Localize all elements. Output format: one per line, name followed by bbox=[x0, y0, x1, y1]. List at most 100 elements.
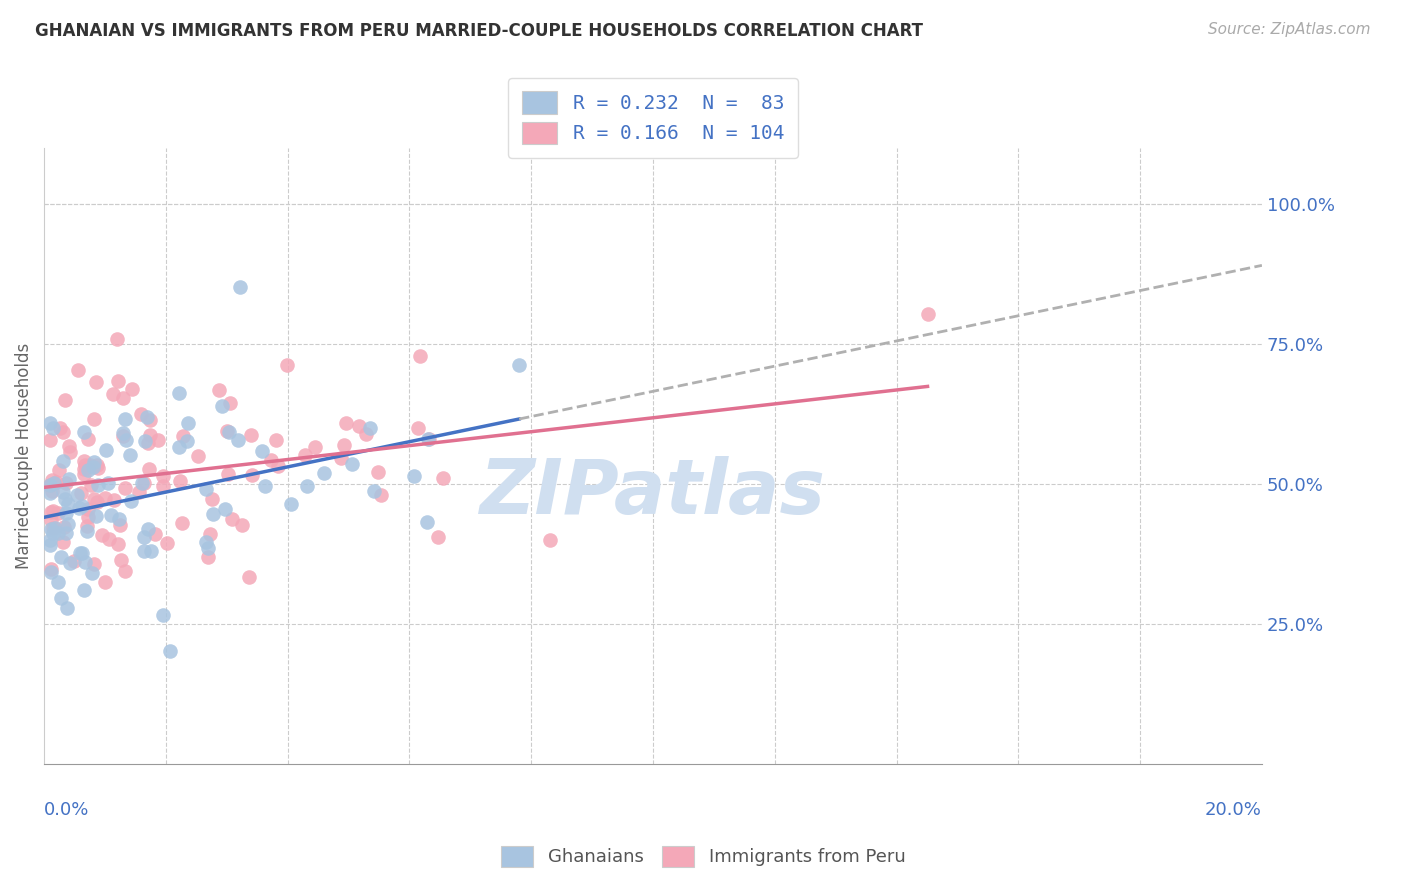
Point bbox=[41, 562, 63, 576]
Point bbox=[45, 475, 67, 489]
Point bbox=[87, 477, 110, 491]
Point bbox=[39, 417, 62, 431]
Point bbox=[143, 527, 166, 541]
Point bbox=[52, 453, 75, 467]
Point bbox=[121, 382, 143, 396]
Point bbox=[538, 533, 561, 547]
Point bbox=[82, 460, 104, 475]
Point bbox=[77, 502, 100, 516]
Point bbox=[112, 428, 135, 442]
Point bbox=[105, 332, 128, 346]
Text: Source: ZipAtlas.com: Source: ZipAtlas.com bbox=[1208, 22, 1371, 37]
Point bbox=[94, 575, 117, 590]
Point bbox=[114, 564, 136, 578]
Point bbox=[406, 421, 429, 435]
Point bbox=[240, 468, 263, 483]
Point bbox=[416, 433, 439, 447]
Point bbox=[39, 533, 62, 548]
Point bbox=[219, 396, 242, 410]
Point bbox=[159, 644, 181, 658]
Point bbox=[48, 526, 70, 541]
Point bbox=[73, 467, 96, 481]
Point bbox=[73, 583, 96, 598]
Point bbox=[418, 432, 440, 446]
Point bbox=[201, 491, 224, 506]
Point bbox=[52, 425, 75, 439]
Point bbox=[156, 536, 179, 550]
Point bbox=[39, 478, 62, 492]
Point bbox=[107, 537, 129, 551]
Point bbox=[67, 500, 90, 515]
Point bbox=[49, 591, 72, 605]
Point bbox=[134, 544, 156, 558]
Point bbox=[76, 524, 98, 538]
Point bbox=[370, 488, 392, 502]
Point bbox=[197, 541, 219, 555]
Point bbox=[402, 469, 425, 483]
Point bbox=[208, 383, 231, 397]
Point bbox=[59, 556, 82, 570]
Point bbox=[508, 358, 530, 372]
Point bbox=[329, 450, 352, 465]
Point bbox=[87, 461, 110, 475]
Point bbox=[103, 493, 125, 508]
Point bbox=[335, 416, 357, 430]
Point bbox=[41, 483, 63, 498]
Point bbox=[83, 411, 105, 425]
Point bbox=[42, 520, 65, 534]
Point bbox=[333, 437, 356, 451]
Point bbox=[70, 485, 93, 500]
Y-axis label: Married-couple Households: Married-couple Households bbox=[15, 343, 32, 569]
Point bbox=[267, 459, 290, 474]
Point bbox=[76, 510, 98, 524]
Point bbox=[83, 454, 105, 468]
Point bbox=[146, 434, 169, 448]
Point bbox=[46, 575, 69, 590]
Point bbox=[52, 485, 75, 500]
Point bbox=[94, 443, 117, 458]
Point bbox=[39, 477, 62, 491]
Point bbox=[176, 434, 198, 448]
Point bbox=[416, 516, 439, 530]
Point bbox=[218, 425, 240, 440]
Point bbox=[80, 478, 103, 492]
Point bbox=[70, 546, 93, 560]
Point bbox=[139, 428, 162, 442]
Point bbox=[94, 491, 117, 505]
Point bbox=[367, 465, 389, 479]
Point bbox=[76, 519, 98, 533]
Point bbox=[66, 488, 89, 502]
Point bbox=[409, 350, 432, 364]
Point bbox=[41, 522, 63, 536]
Point bbox=[131, 476, 153, 491]
Point bbox=[55, 476, 77, 491]
Point bbox=[217, 424, 239, 438]
Point bbox=[55, 506, 77, 520]
Point bbox=[250, 443, 273, 458]
Point bbox=[118, 448, 141, 462]
Point bbox=[197, 550, 219, 565]
Point bbox=[194, 483, 217, 497]
Text: 20.0%: 20.0% bbox=[1205, 801, 1263, 819]
Point bbox=[39, 566, 62, 580]
Point bbox=[170, 516, 193, 531]
Point bbox=[264, 433, 287, 447]
Point bbox=[177, 416, 200, 430]
Point bbox=[201, 507, 224, 521]
Point bbox=[52, 534, 75, 549]
Point bbox=[427, 529, 450, 543]
Point bbox=[114, 411, 136, 425]
Point bbox=[48, 463, 70, 477]
Legend: R = 0.232  N =  83, R = 0.166  N = 104: R = 0.232 N = 83, R = 0.166 N = 104 bbox=[509, 78, 797, 158]
Point bbox=[39, 505, 62, 519]
Point bbox=[100, 508, 122, 523]
Point bbox=[167, 386, 190, 401]
Point bbox=[138, 413, 160, 427]
Point bbox=[108, 512, 131, 526]
Point bbox=[44, 475, 66, 490]
Point bbox=[136, 522, 159, 536]
Point bbox=[295, 478, 318, 492]
Point bbox=[135, 410, 157, 425]
Point bbox=[132, 530, 155, 544]
Point bbox=[152, 607, 174, 622]
